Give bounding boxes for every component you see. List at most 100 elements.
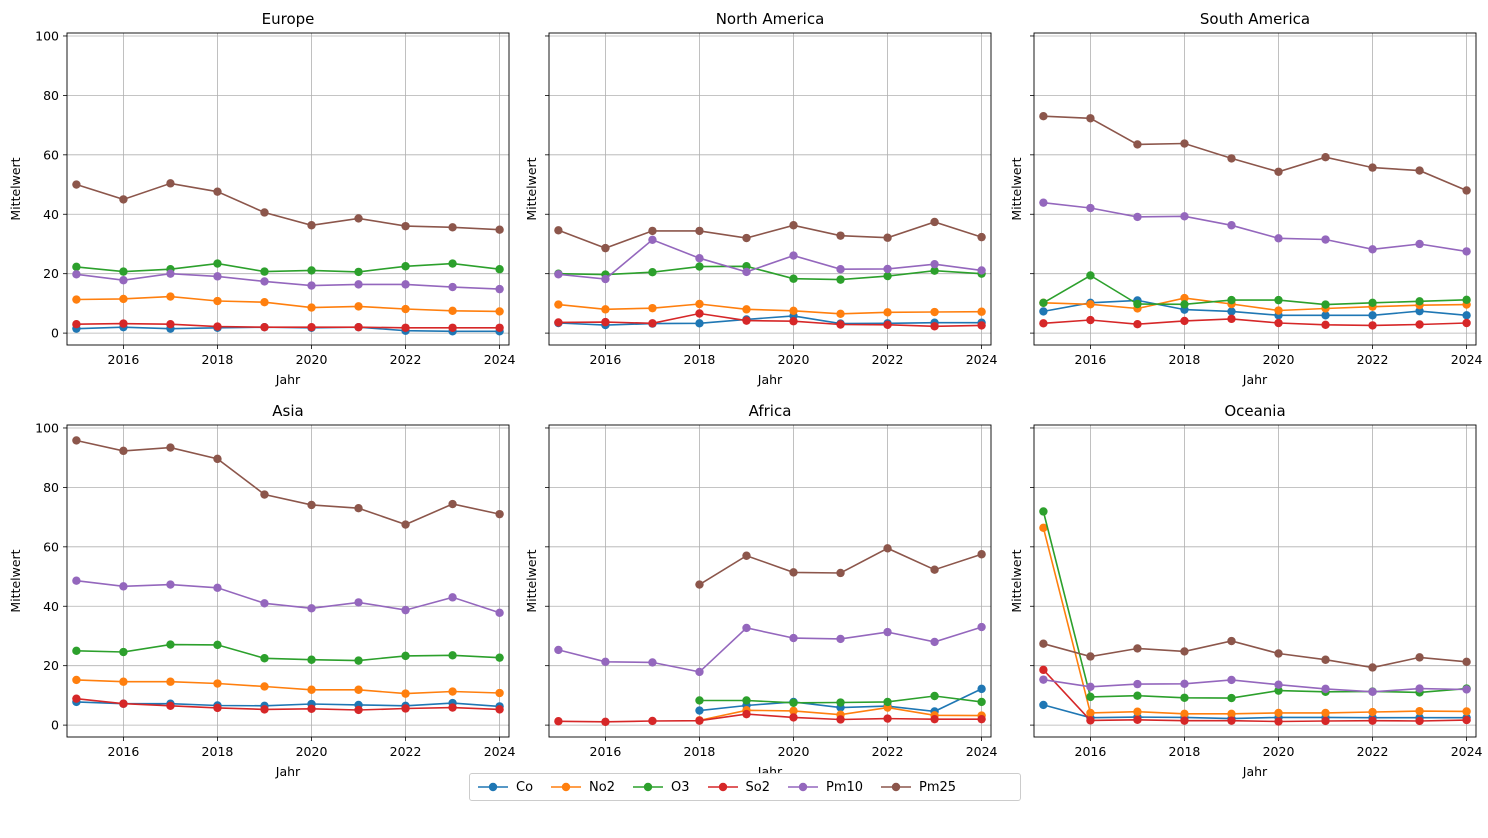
data-point-pm10 bbox=[166, 269, 175, 278]
data-point-o3 bbox=[307, 655, 316, 664]
series-line-so2 bbox=[76, 697, 500, 711]
data-point-so2 bbox=[930, 322, 939, 331]
data-point-pm10 bbox=[495, 608, 504, 617]
data-point-pm25 bbox=[836, 231, 845, 240]
y-tick-label: 40 bbox=[43, 599, 59, 614]
data-point-pm10 bbox=[1227, 221, 1236, 230]
data-point-o3 bbox=[1086, 271, 1095, 280]
data-point-pm10 bbox=[977, 266, 986, 275]
data-point-pm10 bbox=[742, 623, 751, 633]
x-tick-label: 2020 bbox=[1263, 744, 1295, 759]
data-point-o3 bbox=[836, 275, 845, 284]
data-point-pm10 bbox=[119, 582, 128, 591]
data-point-pm25 bbox=[1415, 166, 1424, 175]
data-point-no2 bbox=[307, 685, 316, 694]
data-point-pm25 bbox=[1415, 653, 1424, 662]
data-point-no2 bbox=[554, 300, 563, 309]
data-point-so2 bbox=[495, 323, 504, 332]
data-point-so2 bbox=[1415, 320, 1424, 329]
panel-title: South America bbox=[1200, 10, 1310, 28]
data-point-so2 bbox=[307, 322, 316, 332]
data-point-o3 bbox=[260, 267, 269, 276]
data-point-pm25 bbox=[1133, 140, 1142, 149]
y-tick-label: 80 bbox=[43, 88, 59, 103]
data-point-pm10 bbox=[213, 583, 222, 593]
x-axis-label: Jahr bbox=[275, 372, 301, 387]
x-axis-label: Jahr bbox=[1242, 764, 1268, 779]
data-point-pm25 bbox=[260, 490, 269, 499]
data-point-pm25 bbox=[1368, 663, 1377, 672]
data-point-pm25 bbox=[977, 232, 986, 242]
data-point-so2 bbox=[883, 320, 892, 329]
x-tick-label: 2016 bbox=[108, 744, 140, 759]
data-point-pm10 bbox=[742, 267, 751, 277]
data-point-o3 bbox=[1180, 300, 1189, 309]
data-point-co bbox=[695, 319, 704, 328]
legend-item-co: Co bbox=[478, 780, 533, 795]
axes-frame bbox=[1033, 424, 1477, 738]
legend-marker-no2 bbox=[551, 782, 582, 792]
data-point-so2 bbox=[119, 319, 128, 328]
series-line-o3 bbox=[1042, 511, 1467, 699]
data-point-so2 bbox=[601, 717, 610, 727]
y-tick-label: 100 bbox=[35, 420, 59, 435]
data-point-so2 bbox=[1462, 715, 1471, 725]
data-point-no2 bbox=[1180, 709, 1189, 719]
data-point-so2 bbox=[883, 714, 892, 723]
data-point-o3 bbox=[213, 640, 222, 650]
data-point-pm25 bbox=[1086, 652, 1095, 661]
series-line-so2 bbox=[1042, 669, 1467, 723]
legend-item-no2: No2 bbox=[551, 780, 615, 795]
data-point-pm25 bbox=[1039, 639, 1048, 648]
y-axis-label: Mittelwert bbox=[524, 157, 539, 220]
x-tick-label: 2018 bbox=[1169, 744, 1201, 759]
data-point-so2 bbox=[1227, 716, 1236, 725]
data-point-pm10 bbox=[1039, 198, 1048, 207]
data-point-o3 bbox=[883, 697, 892, 707]
data-point-no2 bbox=[1133, 707, 1142, 716]
data-point-no2 bbox=[72, 295, 81, 304]
data-point-so2 bbox=[742, 709, 751, 719]
legend-item-pm10: Pm10 bbox=[787, 780, 863, 795]
data-point-pm25 bbox=[260, 208, 269, 217]
legend-marker-pm25 bbox=[881, 782, 912, 792]
data-point-pm25 bbox=[836, 568, 845, 578]
x-tick-label: 2018 bbox=[684, 744, 716, 759]
y-tick-label: 40 bbox=[43, 207, 59, 222]
data-point-pm25 bbox=[554, 226, 563, 235]
data-point-so2 bbox=[354, 705, 363, 715]
series-line-pm25 bbox=[1043, 115, 1467, 192]
data-point-pm10 bbox=[1180, 212, 1189, 221]
x-tick-label: 2016 bbox=[590, 744, 622, 759]
data-point-pm10 bbox=[1086, 682, 1095, 691]
data-point-no2 bbox=[401, 689, 410, 698]
y-axis-label: Mittelwert bbox=[1009, 157, 1024, 220]
data-point-pm10 bbox=[883, 627, 892, 637]
axes-frame bbox=[66, 424, 510, 738]
data-point-pm10 bbox=[401, 605, 410, 615]
series-line-co bbox=[558, 315, 982, 326]
data-point-no2 bbox=[1039, 523, 1048, 533]
axes-frame bbox=[66, 32, 510, 346]
data-point-no2 bbox=[1274, 708, 1283, 718]
data-point-no2 bbox=[166, 292, 175, 301]
y-tick-label: 20 bbox=[43, 658, 59, 673]
data-point-pm25 bbox=[695, 226, 704, 236]
data-point-pm10 bbox=[354, 280, 363, 289]
data-point-o3 bbox=[1133, 299, 1142, 309]
series-line-pm25 bbox=[699, 547, 982, 586]
data-point-pm25 bbox=[695, 580, 704, 589]
series-line-no2 bbox=[1043, 297, 1467, 312]
panel-title: Europe bbox=[262, 10, 315, 28]
x-tick-label: 2022 bbox=[1357, 744, 1389, 759]
data-point-so2 bbox=[1086, 315, 1095, 325]
data-point-o3 bbox=[448, 259, 457, 268]
series-line-so2 bbox=[558, 713, 982, 723]
data-point-pm25 bbox=[789, 221, 798, 230]
data-point-no2 bbox=[742, 305, 751, 314]
data-point-pm10 bbox=[1462, 685, 1471, 694]
data-point-so2 bbox=[648, 319, 657, 328]
data-point-no2 bbox=[72, 675, 81, 685]
data-point-so2 bbox=[1321, 320, 1330, 329]
series-line-pm10 bbox=[558, 238, 982, 280]
